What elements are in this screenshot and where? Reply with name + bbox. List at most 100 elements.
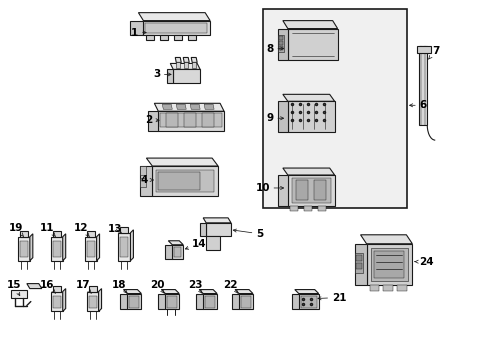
Polygon shape bbox=[360, 235, 411, 244]
Text: 2: 2 bbox=[145, 115, 159, 125]
Bar bbox=[263, 9, 407, 208]
Text: 21: 21 bbox=[317, 293, 346, 302]
Polygon shape bbox=[287, 175, 334, 206]
Polygon shape bbox=[53, 241, 61, 257]
Polygon shape bbox=[232, 293, 239, 310]
Polygon shape bbox=[168, 241, 183, 245]
Polygon shape bbox=[196, 293, 203, 310]
Polygon shape bbox=[154, 103, 224, 111]
Text: 24: 24 bbox=[414, 257, 433, 267]
Polygon shape bbox=[20, 241, 28, 257]
Text: 8: 8 bbox=[266, 44, 283, 54]
Polygon shape bbox=[62, 289, 65, 311]
Text: 7: 7 bbox=[427, 45, 439, 59]
Polygon shape bbox=[156, 170, 214, 192]
Polygon shape bbox=[354, 244, 366, 285]
Polygon shape bbox=[146, 158, 218, 166]
Polygon shape bbox=[366, 244, 411, 285]
Polygon shape bbox=[190, 104, 200, 109]
Polygon shape bbox=[291, 178, 330, 203]
Bar bbox=[160, 35, 168, 40]
Bar bbox=[277, 35, 283, 53]
Polygon shape bbox=[158, 172, 200, 190]
Polygon shape bbox=[161, 289, 179, 293]
Polygon shape bbox=[130, 230, 133, 261]
Bar bbox=[184, 113, 196, 127]
Polygon shape bbox=[120, 293, 127, 310]
Text: 14: 14 bbox=[185, 239, 206, 249]
Polygon shape bbox=[416, 45, 430, 54]
Polygon shape bbox=[370, 248, 407, 280]
Bar bbox=[303, 206, 311, 211]
Text: 19: 19 bbox=[8, 223, 23, 237]
Polygon shape bbox=[167, 296, 177, 307]
Polygon shape bbox=[298, 293, 318, 310]
Polygon shape bbox=[11, 289, 27, 298]
Bar bbox=[166, 113, 178, 127]
Polygon shape bbox=[140, 166, 152, 196]
Polygon shape bbox=[143, 21, 210, 35]
Polygon shape bbox=[183, 58, 189, 62]
Polygon shape bbox=[86, 292, 99, 311]
Polygon shape bbox=[140, 178, 146, 187]
Polygon shape bbox=[118, 233, 130, 261]
Bar bbox=[289, 206, 297, 211]
Bar bbox=[369, 285, 379, 291]
Polygon shape bbox=[129, 296, 139, 307]
Bar bbox=[278, 45, 282, 50]
Polygon shape bbox=[203, 293, 217, 310]
Text: 6: 6 bbox=[409, 100, 426, 110]
Polygon shape bbox=[287, 101, 334, 132]
Polygon shape bbox=[239, 293, 252, 310]
Polygon shape bbox=[120, 227, 128, 233]
Bar bbox=[355, 263, 361, 269]
Polygon shape bbox=[206, 223, 230, 236]
Polygon shape bbox=[62, 234, 65, 261]
Bar bbox=[355, 255, 361, 261]
Polygon shape bbox=[53, 296, 61, 307]
Polygon shape bbox=[162, 104, 172, 109]
Bar bbox=[146, 35, 154, 40]
Polygon shape bbox=[51, 292, 62, 311]
Polygon shape bbox=[291, 293, 298, 310]
Polygon shape bbox=[173, 69, 200, 84]
Bar bbox=[176, 62, 180, 68]
Polygon shape bbox=[96, 234, 100, 261]
Polygon shape bbox=[300, 296, 316, 307]
Polygon shape bbox=[191, 58, 197, 62]
Polygon shape bbox=[374, 251, 404, 278]
Polygon shape bbox=[120, 237, 128, 257]
Polygon shape bbox=[277, 175, 287, 206]
Text: 20: 20 bbox=[149, 280, 164, 293]
Text: 4: 4 bbox=[141, 175, 153, 185]
Polygon shape bbox=[53, 285, 61, 292]
Polygon shape bbox=[158, 111, 224, 131]
Polygon shape bbox=[419, 45, 427, 125]
Text: 11: 11 bbox=[40, 223, 56, 237]
Polygon shape bbox=[99, 289, 102, 311]
Text: 5: 5 bbox=[233, 229, 263, 239]
Polygon shape bbox=[287, 28, 337, 60]
Polygon shape bbox=[86, 231, 94, 237]
Bar bbox=[145, 23, 207, 32]
Text: 23: 23 bbox=[187, 280, 202, 293]
Polygon shape bbox=[158, 293, 165, 310]
Bar bbox=[278, 41, 282, 45]
Polygon shape bbox=[205, 296, 215, 307]
Polygon shape bbox=[176, 104, 186, 109]
Polygon shape bbox=[294, 289, 318, 293]
Polygon shape bbox=[123, 289, 141, 293]
Polygon shape bbox=[88, 285, 96, 292]
Text: 15: 15 bbox=[6, 280, 21, 296]
Polygon shape bbox=[282, 21, 337, 28]
Bar bbox=[354, 253, 362, 273]
Text: 13: 13 bbox=[108, 224, 122, 234]
Polygon shape bbox=[200, 223, 206, 236]
Polygon shape bbox=[165, 245, 172, 259]
Polygon shape bbox=[165, 293, 179, 310]
Polygon shape bbox=[174, 247, 181, 257]
Text: 18: 18 bbox=[112, 280, 127, 293]
Polygon shape bbox=[206, 236, 220, 250]
Text: 17: 17 bbox=[76, 280, 91, 293]
Polygon shape bbox=[18, 237, 30, 261]
